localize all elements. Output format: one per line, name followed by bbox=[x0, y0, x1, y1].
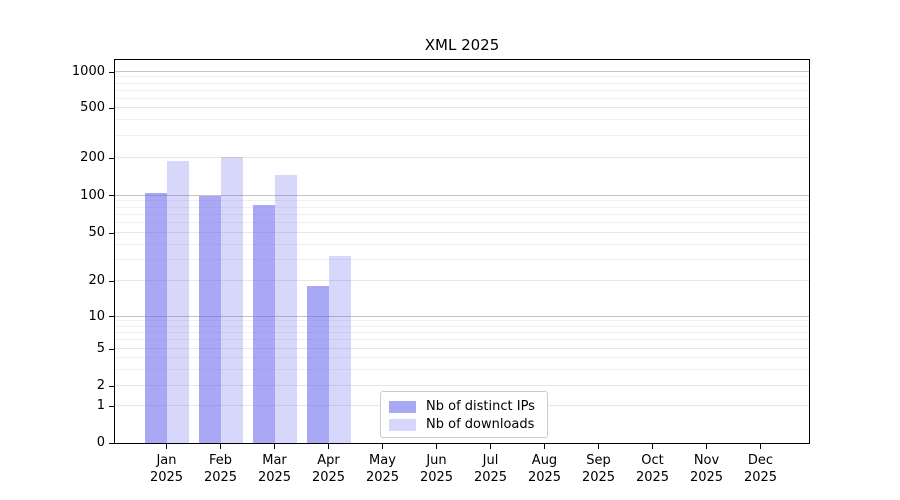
y-axis-tick bbox=[109, 442, 115, 444]
gridline bbox=[115, 368, 809, 370]
y-axis-tick-label: 500 bbox=[80, 100, 105, 115]
y-axis-tick bbox=[109, 107, 115, 109]
y-axis-tick-label: 2 bbox=[96, 378, 105, 393]
gridline bbox=[115, 107, 809, 108]
gridline bbox=[115, 339, 809, 341]
gridline bbox=[115, 258, 809, 260]
gridline bbox=[115, 280, 809, 281]
x-axis-tick bbox=[652, 443, 653, 449]
gridline bbox=[115, 71, 809, 72]
gridline bbox=[115, 385, 809, 386]
x-axis-tick bbox=[220, 443, 221, 449]
gridline bbox=[115, 357, 809, 359]
x-axis-tick-label: Apr 2025 bbox=[311, 453, 346, 485]
x-axis-tick-label: May 2025 bbox=[365, 453, 400, 485]
x-axis-tick-label: Aug 2025 bbox=[527, 453, 562, 485]
x-axis-tick-label: Sep 2025 bbox=[581, 453, 616, 485]
bar-distinct-ips bbox=[144, 192, 167, 443]
y-axis-tick-label: 1 bbox=[96, 398, 105, 413]
bar-downloads bbox=[328, 256, 351, 443]
gridline bbox=[115, 320, 809, 322]
legend-swatch-downloads bbox=[389, 418, 416, 431]
legend-label-downloads: Nb of downloads bbox=[426, 417, 535, 432]
x-axis-tick-label: Jul 2025 bbox=[473, 453, 508, 485]
bar-downloads bbox=[274, 174, 297, 443]
gridline bbox=[115, 332, 809, 334]
y-axis-tick bbox=[109, 157, 115, 159]
gridline bbox=[115, 97, 809, 99]
y-axis-tick bbox=[109, 280, 115, 282]
gridline bbox=[115, 348, 809, 349]
legend-swatch-distinct-ips bbox=[389, 400, 416, 413]
legend-item-downloads: Nb of downloads bbox=[389, 416, 539, 433]
y-axis-tick bbox=[109, 385, 115, 387]
legend: Nb of distinct IPs Nb of downloads bbox=[380, 391, 548, 438]
x-axis-tick bbox=[328, 443, 329, 449]
x-axis-tick-label: Oct 2025 bbox=[635, 453, 670, 485]
y-axis-tick bbox=[109, 71, 115, 73]
y-axis-tick-label: 20 bbox=[88, 273, 105, 288]
x-axis-tick bbox=[490, 443, 491, 449]
x-axis-tick bbox=[436, 443, 437, 449]
y-axis-tick-label: 0 bbox=[96, 435, 105, 450]
y-axis-tick bbox=[109, 348, 115, 350]
y-axis-tick-label: 100 bbox=[80, 187, 105, 203]
y-axis-tick bbox=[109, 195, 115, 196]
y-axis-tick-label: 200 bbox=[80, 150, 105, 165]
x-axis-tick-label: Mar 2025 bbox=[257, 453, 292, 485]
y-axis-tick bbox=[109, 405, 115, 407]
bar-distinct-ips bbox=[306, 286, 329, 443]
gridline bbox=[115, 134, 809, 136]
gridline bbox=[115, 315, 809, 317]
y-axis-tick-label: 10 bbox=[88, 308, 105, 324]
gridline bbox=[115, 76, 809, 78]
gridline bbox=[115, 119, 809, 121]
x-axis-tick bbox=[382, 443, 383, 449]
x-axis-tick bbox=[544, 443, 545, 449]
gridline bbox=[115, 232, 809, 233]
bar-distinct-ips bbox=[252, 204, 275, 443]
bar-downloads bbox=[220, 156, 243, 443]
y-axis-tick bbox=[109, 316, 115, 317]
gridline bbox=[115, 325, 809, 327]
legend-item-distinct-ips: Nb of distinct IPs bbox=[389, 398, 539, 415]
chart-title: XML 2025 bbox=[424, 36, 500, 54]
x-axis-tick-label: Jun 2025 bbox=[419, 453, 454, 485]
x-axis-tick-label: Feb 2025 bbox=[203, 453, 238, 485]
x-axis-tick bbox=[274, 443, 275, 449]
y-axis-tick bbox=[109, 232, 115, 234]
x-axis-tick bbox=[598, 443, 599, 449]
gridline bbox=[115, 82, 809, 84]
gridline bbox=[115, 222, 809, 224]
bar-distinct-ips bbox=[198, 195, 221, 443]
x-axis-tick-label: Jan 2025 bbox=[149, 453, 184, 485]
gridline bbox=[115, 243, 809, 245]
x-axis-tick-label: Dec 2025 bbox=[743, 453, 778, 485]
gridline bbox=[115, 157, 809, 158]
gridline bbox=[115, 200, 809, 202]
gridline bbox=[115, 206, 809, 208]
gridline bbox=[115, 213, 809, 215]
plot-area: 0 1 2 5 10 20 50 100 200 500 1000 Jan 2025 Feb 2025 M… bbox=[72, 59, 810, 485]
x-axis-tick-label: Nov 2025 bbox=[689, 453, 724, 485]
y-axis-tick-label: 50 bbox=[88, 225, 105, 240]
gridline bbox=[115, 194, 809, 196]
bar-downloads bbox=[166, 160, 189, 443]
y-axis-tick-label: 1000 bbox=[71, 64, 105, 79]
x-axis-tick bbox=[166, 443, 167, 449]
y-axis-tick-label: 5 bbox=[96, 341, 105, 356]
x-axis-tick bbox=[706, 443, 707, 449]
gridline bbox=[115, 89, 809, 91]
legend-label-distinct-ips: Nb of distinct IPs bbox=[426, 399, 535, 414]
x-axis-tick bbox=[760, 443, 761, 449]
